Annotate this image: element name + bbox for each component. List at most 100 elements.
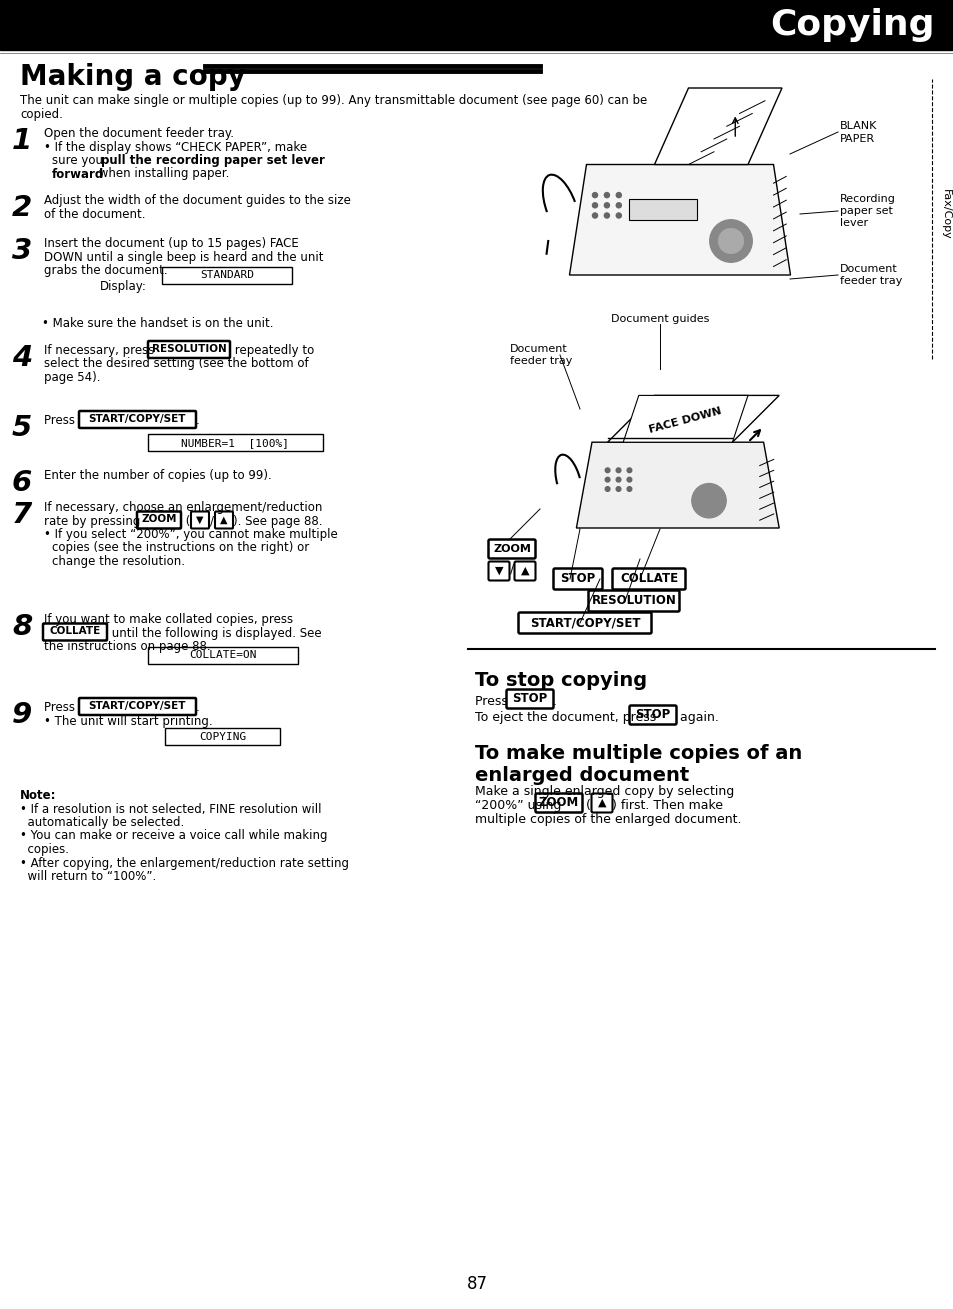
Text: (: ( xyxy=(182,514,191,528)
Text: /: / xyxy=(210,514,213,528)
Circle shape xyxy=(603,213,609,219)
Text: If you want to make collated copies, press: If you want to make collated copies, pre… xyxy=(44,613,293,626)
Polygon shape xyxy=(654,88,781,165)
Text: Making a copy: Making a copy xyxy=(20,63,246,92)
Text: select the desired setting (see the bottom of: select the desired setting (see the bott… xyxy=(44,357,309,370)
FancyBboxPatch shape xyxy=(612,568,685,589)
Text: Insert the document (up to 15 pages) FACE: Insert the document (up to 15 pages) FAC… xyxy=(44,237,298,250)
Text: If necessary, choose an enlargement/reduction: If necessary, choose an enlargement/redu… xyxy=(44,501,322,514)
Text: change the resolution.: change the resolution. xyxy=(52,555,185,568)
Text: pull the recording paper set lever: pull the recording paper set lever xyxy=(101,154,325,168)
Circle shape xyxy=(616,213,620,219)
Text: START/COPY/SET: START/COPY/SET xyxy=(89,702,186,711)
Circle shape xyxy=(603,203,609,208)
Text: 5: 5 xyxy=(11,414,32,442)
FancyBboxPatch shape xyxy=(591,793,612,813)
Text: forward: forward xyxy=(52,168,104,181)
Text: STOP: STOP xyxy=(559,572,595,585)
FancyBboxPatch shape xyxy=(629,706,676,724)
Circle shape xyxy=(616,467,620,473)
Text: of the document.: of the document. xyxy=(44,208,146,220)
Text: .: . xyxy=(553,695,557,708)
Text: NUMBER=1  [100%]: NUMBER=1 [100%] xyxy=(181,437,289,448)
Text: Fax/Copy: Fax/Copy xyxy=(940,188,950,240)
Text: RESOLUTION: RESOLUTION xyxy=(152,344,226,353)
Text: • After copying, the enlargement/reduction rate setting: • After copying, the enlargement/reducti… xyxy=(20,856,349,869)
Text: • The unit will start printing.: • The unit will start printing. xyxy=(44,715,213,728)
Text: If necessary, press: If necessary, press xyxy=(44,344,158,357)
Text: To stop copying: To stop copying xyxy=(475,672,646,690)
Bar xyxy=(628,199,697,220)
Text: grabs the document.: grabs the document. xyxy=(44,264,168,278)
Text: .: . xyxy=(195,414,199,427)
Circle shape xyxy=(626,487,631,491)
Text: START/COPY/SET: START/COPY/SET xyxy=(529,617,639,630)
Text: Press: Press xyxy=(475,695,512,708)
Text: 6: 6 xyxy=(11,469,32,497)
Bar xyxy=(162,267,292,284)
Text: STANDARD: STANDARD xyxy=(200,270,253,280)
Text: STOP: STOP xyxy=(512,692,547,706)
FancyBboxPatch shape xyxy=(518,613,651,634)
FancyBboxPatch shape xyxy=(535,793,582,813)
Text: FACE DOWN: FACE DOWN xyxy=(648,406,722,435)
Circle shape xyxy=(604,467,609,473)
Text: Adjust the width of the document guides to the size: Adjust the width of the document guides … xyxy=(44,194,351,207)
Circle shape xyxy=(616,478,620,482)
Circle shape xyxy=(691,483,725,518)
Text: ▼: ▼ xyxy=(495,565,503,576)
Text: /: / xyxy=(510,563,514,576)
Text: Note:: Note: xyxy=(20,789,56,802)
FancyBboxPatch shape xyxy=(553,568,602,589)
Text: 1: 1 xyxy=(11,127,32,154)
Text: Document: Document xyxy=(510,344,567,353)
Polygon shape xyxy=(569,165,790,275)
Text: ▲: ▲ xyxy=(520,565,529,576)
Text: • If you select “200%”, you cannot make multiple: • If you select “200%”, you cannot make … xyxy=(44,528,337,541)
Text: the instructions on page 88.: the instructions on page 88. xyxy=(44,640,211,653)
Text: The unit can make single or multiple copies (up to 99). Any transmittable docume: The unit can make single or multiple cop… xyxy=(20,94,646,107)
Text: will return to “100%”.: will return to “100%”. xyxy=(20,870,156,884)
Text: when installing paper.: when installing paper. xyxy=(95,168,229,181)
Text: 4: 4 xyxy=(11,344,32,372)
Text: again.: again. xyxy=(676,711,719,724)
Text: • You can make or receive a voice call while making: • You can make or receive a voice call w… xyxy=(20,830,327,843)
Circle shape xyxy=(604,487,609,491)
Text: Document: Document xyxy=(840,264,897,274)
Circle shape xyxy=(616,192,620,198)
Text: Press: Press xyxy=(44,702,79,713)
Text: To eject the document, press: To eject the document, press xyxy=(475,711,659,724)
Text: sure you: sure you xyxy=(52,154,107,168)
Text: .: . xyxy=(195,702,199,713)
Circle shape xyxy=(718,228,743,254)
Circle shape xyxy=(616,487,620,491)
Text: • If a resolution is not selected, FINE resolution will: • If a resolution is not selected, FINE … xyxy=(20,802,321,816)
Text: STOP: STOP xyxy=(635,708,670,721)
Circle shape xyxy=(709,220,752,262)
Text: repeatedly to: repeatedly to xyxy=(231,344,314,357)
FancyBboxPatch shape xyxy=(514,562,535,580)
Text: DOWN until a single beep is heard and the unit: DOWN until a single beep is heard and th… xyxy=(44,250,323,263)
Text: Make a single enlarged copy by selecting: Make a single enlarged copy by selecting xyxy=(475,785,734,798)
Text: copies (see the instructions on the right) or: copies (see the instructions on the righ… xyxy=(52,542,309,555)
Text: PAPER: PAPER xyxy=(840,134,874,144)
Text: 9: 9 xyxy=(11,702,32,729)
Text: 3: 3 xyxy=(11,237,32,264)
Text: COLLATE=ON: COLLATE=ON xyxy=(189,651,256,660)
Bar xyxy=(165,728,280,745)
FancyBboxPatch shape xyxy=(588,590,679,611)
Text: (: ( xyxy=(581,798,590,812)
FancyBboxPatch shape xyxy=(488,539,535,559)
Text: • If the display shows “CHECK PAPER”, make: • If the display shows “CHECK PAPER”, ma… xyxy=(44,140,307,153)
Text: ). See page 88.: ). See page 88. xyxy=(233,514,322,528)
Text: To make multiple copies of an: To make multiple copies of an xyxy=(475,744,801,763)
Text: until the following is displayed. See: until the following is displayed. See xyxy=(108,627,321,640)
Text: • Make sure the handset is on the unit.: • Make sure the handset is on the unit. xyxy=(42,317,274,330)
Text: COLLATE: COLLATE xyxy=(619,572,678,585)
Bar xyxy=(148,647,297,664)
Circle shape xyxy=(592,213,597,219)
Text: COPYING: COPYING xyxy=(198,732,246,741)
Text: RESOLUTION: RESOLUTION xyxy=(591,594,676,607)
Polygon shape xyxy=(576,442,779,528)
Text: ZOOM: ZOOM xyxy=(141,514,176,525)
